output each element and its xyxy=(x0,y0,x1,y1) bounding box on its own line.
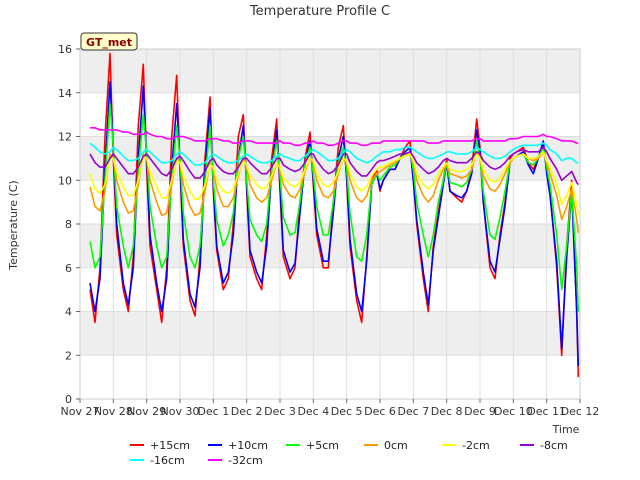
legend-label: -16cm xyxy=(150,454,185,467)
legend-item-1: +15cm xyxy=(130,439,190,452)
legend: +15cm +10cm +5cm 0cm -2cm -8cm -16cm -32cm xyxy=(130,439,568,467)
y-tick-label: 2 xyxy=(65,349,72,362)
x-tick-label: Dec 8 xyxy=(431,405,463,418)
x-tick-label: Dec 7 xyxy=(397,405,429,418)
y-tick-label: 6 xyxy=(65,262,72,275)
legend-label: +15cm xyxy=(150,439,190,452)
legend-item-5: -2cm xyxy=(442,439,490,452)
x-tick-label: Dec 4 xyxy=(297,405,329,418)
series-line-8 xyxy=(90,127,579,147)
x-tick-label: Nov 29 xyxy=(127,405,166,418)
y-tick-label: 8 xyxy=(65,218,72,231)
y-tick-label: 14 xyxy=(58,87,72,100)
series-layer xyxy=(89,52,580,378)
y-axis-ticks: 0 2 4 6 8 10 12 14 16 xyxy=(58,43,80,406)
x-tick-label: Dec 9 xyxy=(464,405,496,418)
x-tick-label: Dec 2 xyxy=(231,405,263,418)
y-tick-label: 10 xyxy=(58,174,72,187)
y-tick-label: 0 xyxy=(65,393,72,406)
x-tick-label: Dec 5 xyxy=(331,405,363,418)
x-tick-label: Dec 12 xyxy=(561,405,600,418)
legend-label: -32cm xyxy=(228,454,263,467)
x-tick-label: Nov 27 xyxy=(61,405,100,418)
legend-item-4: 0cm xyxy=(364,439,408,452)
series-line-7 xyxy=(89,142,579,166)
legend-item-7: -16cm xyxy=(130,454,185,467)
x-tick-label: Dec 6 xyxy=(364,405,396,418)
y-tick-label: 12 xyxy=(58,131,72,144)
legend-label: 0cm xyxy=(384,439,408,452)
legend-label: -2cm xyxy=(462,439,490,452)
x-tick-label: Nov 28 xyxy=(94,405,133,418)
y-tick-label: 4 xyxy=(65,306,72,319)
site-label-box: GT_met xyxy=(80,32,138,51)
y-tick-label: 16 xyxy=(58,43,72,56)
plot-band xyxy=(80,49,580,93)
legend-item-2: +10cm xyxy=(208,439,268,452)
x-tick-label: Dec 3 xyxy=(264,405,296,418)
legend-label: -8cm xyxy=(540,439,568,452)
plot-band xyxy=(80,311,580,356)
x-axis-title: Time xyxy=(552,423,580,436)
legend-item-6: -8cm xyxy=(520,439,568,452)
legend-item-3: +5cm xyxy=(286,439,339,452)
series-line-6 xyxy=(89,146,579,186)
x-tick-label: Nov 30 xyxy=(161,405,200,418)
series-line-5 xyxy=(89,151,580,216)
x-tick-label: Dec 10 xyxy=(494,405,533,418)
x-tick-label: Dec 11 xyxy=(527,405,566,418)
legend-item-8: -32cm xyxy=(208,454,263,467)
y-axis-title: Temperature (C) xyxy=(7,180,20,270)
chart-title: Temperature Profile C xyxy=(249,4,390,19)
legend-label: +10cm xyxy=(228,439,268,452)
legend-label: +5cm xyxy=(306,439,339,452)
x-tick-label: Dec 1 xyxy=(197,405,229,418)
site-label: GT_met xyxy=(86,36,132,49)
